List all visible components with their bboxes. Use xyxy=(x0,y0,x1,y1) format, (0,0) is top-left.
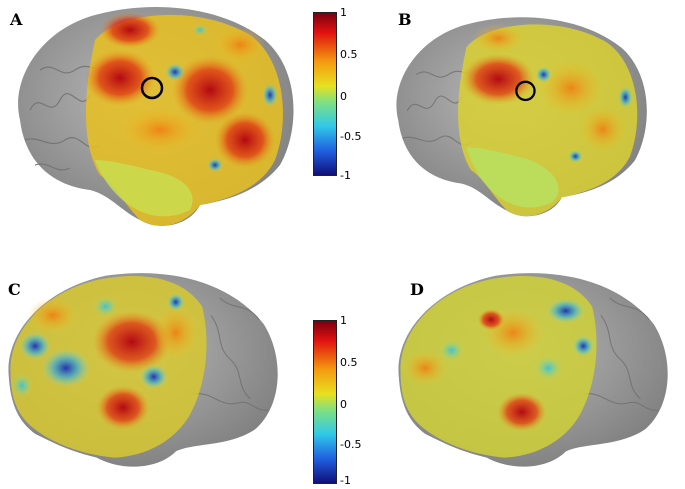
panel-label: B xyxy=(398,10,412,29)
marker-circle xyxy=(140,76,164,100)
panel-label: C xyxy=(8,280,21,299)
brain-map-c xyxy=(8,273,278,467)
panel-a: A xyxy=(0,0,330,240)
tick-label: 0 xyxy=(340,90,347,103)
panel-label: D xyxy=(410,280,424,299)
panel-b: B xyxy=(380,0,685,240)
panel-c: C xyxy=(0,248,330,488)
tick-label: 1 xyxy=(340,314,347,327)
brain-map-d xyxy=(398,273,668,467)
panel-d: D xyxy=(390,248,685,488)
tick-label: -1 xyxy=(340,474,351,487)
tick-label: -0.5 xyxy=(340,130,362,143)
colorbar-bottom xyxy=(313,320,337,484)
tick-label: 0 xyxy=(340,398,347,411)
tick-label: 0.5 xyxy=(340,356,358,369)
panel-label: A xyxy=(10,10,23,29)
marker-circle xyxy=(515,80,536,102)
brain-map-a xyxy=(18,7,294,226)
colorbar-top xyxy=(313,12,337,176)
tick-label: 1 xyxy=(340,6,347,19)
tick-label: -1 xyxy=(340,169,351,182)
tick-label: 0.5 xyxy=(340,48,358,61)
brain-map-b xyxy=(396,17,647,217)
tick-label: -0.5 xyxy=(340,438,362,451)
